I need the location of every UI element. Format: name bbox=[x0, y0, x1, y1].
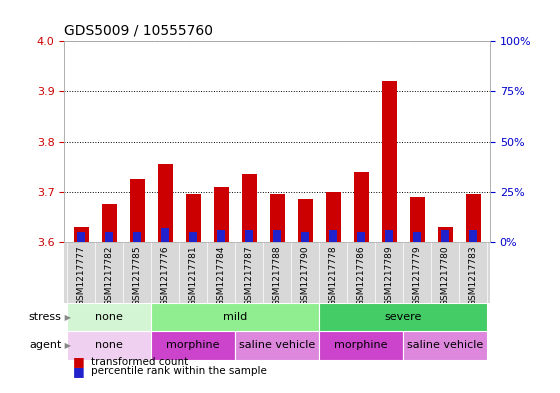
Bar bbox=[151, 303, 319, 331]
Bar bbox=[245, 230, 253, 242]
Bar bbox=[273, 230, 281, 242]
Text: GSM1217790: GSM1217790 bbox=[301, 245, 310, 306]
Text: GDS5009 / 10555760: GDS5009 / 10555760 bbox=[64, 23, 213, 37]
Bar bbox=[381, 81, 397, 242]
Text: ▶: ▶ bbox=[62, 341, 71, 350]
Text: ▶: ▶ bbox=[62, 313, 71, 321]
Text: GSM1217781: GSM1217781 bbox=[189, 245, 198, 306]
Text: GSM1217777: GSM1217777 bbox=[77, 245, 86, 306]
Text: GSM1217788: GSM1217788 bbox=[273, 245, 282, 306]
Text: GSM1217776: GSM1217776 bbox=[161, 245, 170, 306]
Bar bbox=[301, 232, 309, 242]
Bar bbox=[357, 232, 365, 242]
Text: agent: agent bbox=[29, 340, 62, 351]
Text: ■: ■ bbox=[73, 355, 85, 368]
Bar bbox=[269, 195, 285, 242]
Text: GSM1217786: GSM1217786 bbox=[357, 245, 366, 306]
Bar bbox=[441, 230, 449, 242]
Bar bbox=[437, 227, 453, 242]
Text: GSM1217778: GSM1217778 bbox=[329, 245, 338, 306]
Bar bbox=[67, 331, 151, 360]
Text: GSM1217783: GSM1217783 bbox=[469, 245, 478, 306]
Bar bbox=[67, 303, 151, 331]
Bar bbox=[235, 331, 319, 360]
Text: GSM1217779: GSM1217779 bbox=[413, 245, 422, 306]
Text: severe: severe bbox=[385, 312, 422, 322]
Bar bbox=[241, 174, 257, 242]
Text: GSM1217780: GSM1217780 bbox=[441, 245, 450, 306]
Bar bbox=[319, 303, 487, 331]
Bar bbox=[465, 195, 481, 242]
Bar bbox=[101, 204, 117, 242]
Bar bbox=[469, 230, 477, 242]
Text: GSM1217787: GSM1217787 bbox=[245, 245, 254, 306]
Text: morphine: morphine bbox=[334, 340, 388, 351]
Bar bbox=[385, 230, 393, 242]
Bar bbox=[353, 172, 369, 242]
Text: percentile rank within the sample: percentile rank within the sample bbox=[91, 366, 267, 376]
Bar bbox=[105, 232, 113, 242]
Bar bbox=[189, 232, 197, 242]
Bar bbox=[319, 331, 403, 360]
Text: stress: stress bbox=[29, 312, 62, 322]
Bar bbox=[329, 230, 337, 242]
Text: GSM1217789: GSM1217789 bbox=[385, 245, 394, 306]
Bar bbox=[213, 187, 229, 242]
Text: GSM1217785: GSM1217785 bbox=[133, 245, 142, 306]
Text: none: none bbox=[95, 340, 123, 351]
Bar bbox=[325, 192, 341, 242]
Text: transformed count: transformed count bbox=[91, 356, 189, 367]
Bar bbox=[413, 232, 421, 242]
Bar bbox=[297, 199, 313, 242]
Bar bbox=[409, 197, 425, 242]
Text: morphine: morphine bbox=[166, 340, 220, 351]
Text: GSM1217782: GSM1217782 bbox=[105, 245, 114, 306]
Bar bbox=[157, 164, 173, 242]
Bar bbox=[403, 331, 487, 360]
Bar bbox=[217, 230, 225, 242]
Bar bbox=[73, 227, 89, 242]
Bar bbox=[129, 179, 145, 242]
Text: none: none bbox=[95, 312, 123, 322]
Text: ■: ■ bbox=[73, 365, 85, 378]
Text: saline vehicle: saline vehicle bbox=[239, 340, 315, 351]
Bar bbox=[161, 228, 169, 242]
Bar bbox=[77, 232, 85, 242]
Bar bbox=[133, 232, 141, 242]
Bar bbox=[151, 331, 235, 360]
Text: saline vehicle: saline vehicle bbox=[407, 340, 483, 351]
Bar bbox=[185, 195, 201, 242]
Text: mild: mild bbox=[223, 312, 248, 322]
Text: GSM1217784: GSM1217784 bbox=[217, 245, 226, 306]
